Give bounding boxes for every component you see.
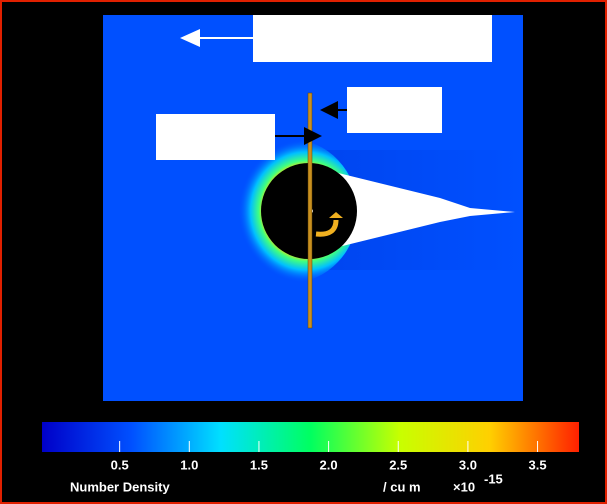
label-box: [347, 87, 442, 133]
colorbar: [42, 422, 579, 452]
tick-label: 2.0: [320, 457, 338, 472]
rod: [308, 93, 312, 328]
label-box: [253, 15, 492, 62]
multiplier: ×10: [453, 479, 475, 494]
page: {"chart_data": {"type": "colormap", "col…: [0, 0, 607, 504]
colorbar-scale: [42, 422, 579, 452]
tick-label: 3.0: [459, 457, 477, 472]
tick-label: 1.0: [180, 457, 198, 472]
tick-label: 1.5: [250, 457, 268, 472]
tick-label: 3.5: [529, 457, 547, 472]
label-box: [156, 114, 275, 160]
tick-label: 2.5: [389, 457, 407, 472]
chart: Number Density / cu m ×10 -15 0.5 1.0 1.5 2…: [0, 0, 607, 504]
colorbar-label: Number Density: [70, 479, 170, 494]
unit: / cu m: [383, 479, 421, 494]
exponent: -15: [484, 471, 503, 486]
tick-label: 0.5: [111, 457, 129, 472]
